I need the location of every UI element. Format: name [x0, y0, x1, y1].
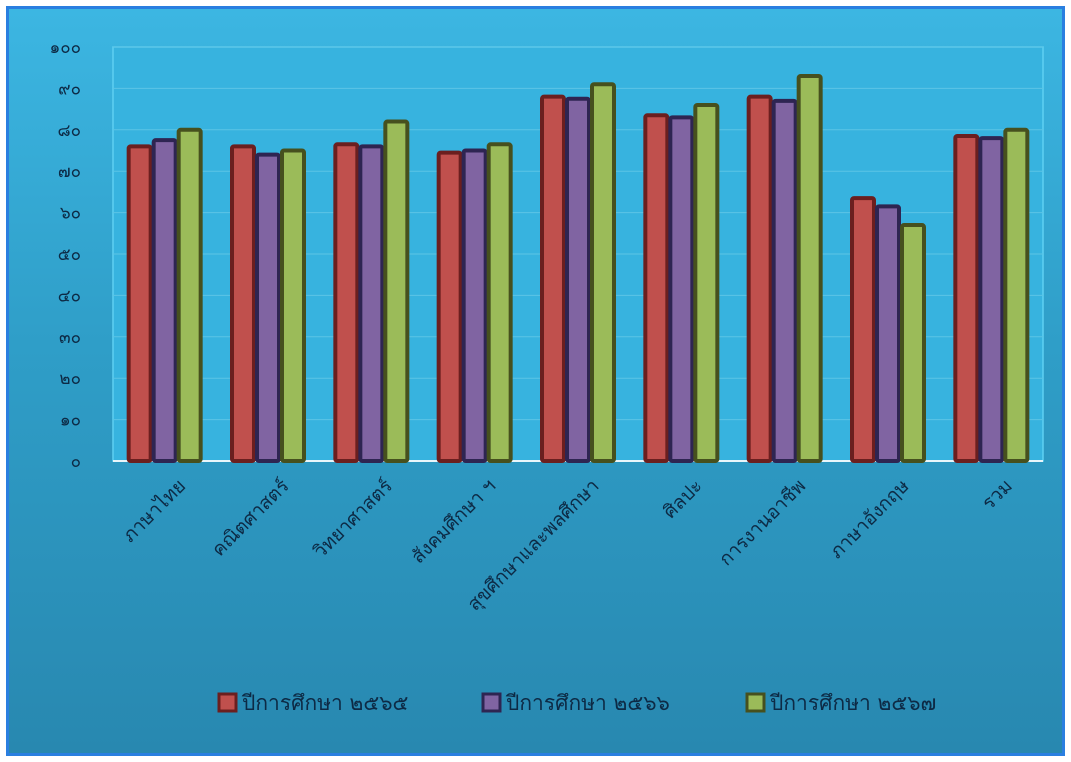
bar	[565, 96, 591, 463]
y-tick-label: ๙๐	[58, 79, 81, 99]
bar	[771, 98, 798, 463]
bar	[796, 73, 823, 463]
x-category-label: ศิลปะ	[659, 475, 707, 523]
x-category-label: สังคมศึกษา ฯ	[407, 475, 500, 568]
legend-swatch	[481, 692, 502, 713]
bar	[875, 204, 901, 463]
y-tick-label: ๐	[71, 452, 81, 472]
x-axis-category-labels: ภาษาไทย คณิตศาสตร์ วิทยาศาสตร์ สังคมศึกษา ฯ…	[118, 475, 1017, 616]
y-tick-label: ๒๐	[59, 369, 81, 389]
legend: ปีการศึกษา ๒๕๖๕ ปีการศึกษา ๒๕๖๖ ปีการศึกษา…	[217, 691, 936, 715]
bar	[280, 148, 306, 463]
legend-swatch	[745, 692, 766, 713]
bar	[1003, 127, 1030, 464]
x-category-label: วิทยาศาสตร์	[309, 475, 397, 563]
legend-label: ปีการศึกษา ๒๕๖๕	[241, 691, 408, 715]
bar	[255, 152, 281, 463]
y-tick-label: ๕๐	[58, 245, 81, 265]
y-tick-label: ๖๐	[60, 204, 81, 224]
bar	[436, 150, 463, 463]
bar	[176, 127, 203, 464]
bar	[540, 94, 566, 464]
bar	[978, 136, 1005, 464]
bar	[953, 134, 980, 463]
bars	[126, 73, 1030, 464]
legend-label: ปีการศึกษา ๒๕๖๗	[769, 691, 936, 715]
x-category-label: คณิตศาสตร์	[208, 475, 294, 561]
x-category-label: รวม	[978, 475, 1017, 514]
bar	[461, 148, 488, 463]
bar	[643, 113, 670, 463]
x-category-label: ภาษาอังกฤษ	[825, 475, 913, 563]
bar-chart: ๐ ๑๐ ๒๐ ๓๐ ๔๐ ๕๐ ๖๐ ๗๐ ๘๐ ๙๐ ๑๐๐ ภาษาไทย คณิตศาสตร์…	[49, 38, 1044, 715]
bar	[126, 144, 153, 464]
legend-label: ปีการศึกษา ๒๕๖๖	[505, 691, 670, 715]
y-tick-label: ๓๐	[59, 328, 81, 348]
x-category-label: การงานอาชีพ	[715, 475, 810, 570]
y-axis-tick-labels: ๐ ๑๐ ๒๐ ๓๐ ๔๐ ๕๐ ๖๐ ๗๐ ๘๐ ๙๐ ๑๐๐	[49, 38, 81, 472]
legend-swatch	[217, 692, 238, 713]
bar	[900, 223, 926, 463]
y-tick-label: ๘๐	[58, 121, 82, 141]
chart-frame: ๐ ๑๐ ๒๐ ๓๐ ๔๐ ๕๐ ๖๐ ๗๐ ๘๐ ๙๐ ๑๐๐ ภาษาไทย คณิตศาสตร์…	[6, 6, 1065, 756]
bar	[230, 144, 256, 464]
bar	[850, 196, 876, 464]
bar	[668, 115, 695, 463]
bar	[358, 144, 385, 464]
y-tick-label: ๔๐	[58, 286, 81, 306]
bar	[486, 142, 513, 463]
y-tick-label: ๑๐๐	[49, 38, 81, 58]
bar	[590, 82, 616, 463]
bar	[693, 102, 720, 464]
bar	[333, 142, 360, 463]
bar	[746, 94, 773, 464]
bar	[151, 138, 178, 463]
y-tick-label: ๑๐	[60, 411, 81, 431]
y-tick-label: ๗๐	[58, 162, 81, 182]
bar	[383, 119, 410, 464]
x-category-label: ภาษาไทย	[118, 475, 190, 547]
